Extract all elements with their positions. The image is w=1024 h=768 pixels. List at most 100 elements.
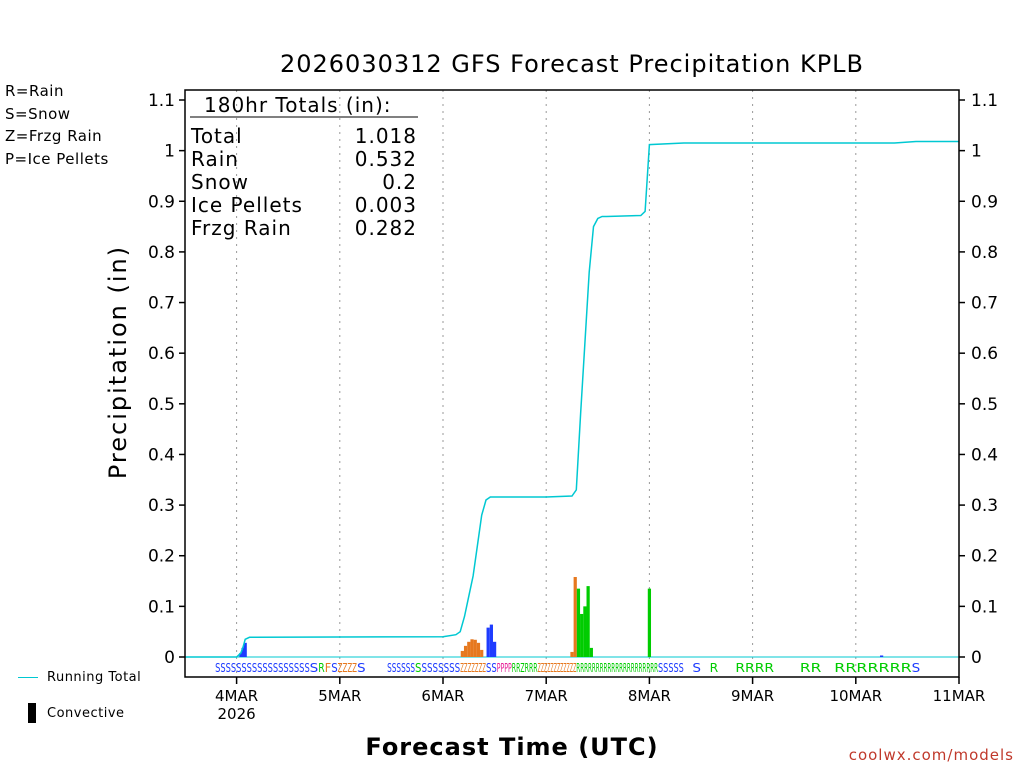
totals-row-label: Frzg Rain: [191, 216, 292, 240]
key-ice-pellets: P=Ice Pellets: [5, 150, 109, 168]
ptype-strip-segment: PPPP: [497, 661, 512, 675]
ptype-strip-segment: S: [331, 661, 337, 675]
precip-bar: [480, 649, 484, 657]
y-tick-label-right: 1.1: [971, 91, 998, 111]
totals-row-label: Total: [190, 124, 243, 148]
precip-bar: [489, 624, 493, 657]
ptype-strip-segment: SSSSSSSSSSSSSSSSSS: [215, 661, 310, 675]
precip-bar: [467, 641, 471, 657]
precip-bar: [492, 641, 497, 657]
x-tick-label: 6MAR: [421, 687, 464, 705]
precip-bar: [473, 639, 477, 657]
y-tick-label-right: 0: [971, 648, 982, 668]
y-tick-label-left: 0.8: [148, 243, 175, 263]
ptype-strip-segment: SS: [486, 661, 497, 675]
ptype-strip-segment: RRRR: [735, 661, 774, 675]
running-total-line: [185, 140, 959, 658]
y-tick-label-left: 0.5: [148, 395, 175, 415]
ptype-strip-segment: S: [692, 661, 701, 675]
ptype-strip-segment: SSSSSS: [387, 661, 415, 675]
chart-title: 2026030312 GFS Forecast Precipitation KP…: [279, 50, 865, 78]
precip-bar: [570, 651, 574, 657]
x-tick-label: 11MAR: [933, 687, 986, 705]
totals-heading: 180hr Totals (in):: [204, 93, 392, 117]
x-tick-sublabel: 2026: [218, 705, 256, 723]
x-axis-label: Forecast Time (UTC): [365, 733, 659, 761]
y-tick-label-left: 0.9: [148, 192, 175, 212]
precip-bar: [580, 613, 584, 657]
ptype-strip-segment: SSSSS: [658, 661, 684, 675]
y-tick-label-right: 0.9: [971, 192, 998, 212]
ptype-strip-segment: RRRRRRR: [834, 661, 911, 675]
ptype-strip-segment: RR: [512, 661, 521, 675]
totals-row-label: Snow: [191, 170, 249, 194]
y-tick-label-left: 1: [164, 142, 175, 162]
precip-bar: [586, 586, 590, 657]
ptype-strip-segment: ZZZZZZZ: [460, 661, 486, 675]
x-tick-label: 5MAR: [318, 687, 361, 705]
totals-row-value: 0.282: [355, 216, 417, 240]
ptype-strip-segment: ZZZZ: [338, 661, 357, 675]
ptype-strip-segment: R: [318, 661, 324, 675]
convective-legend-label: Convective: [47, 706, 125, 721]
ptype-strip-segment: R: [710, 661, 719, 675]
y-tick-label-left: 0: [164, 648, 175, 668]
totals-box: 180hr Totals (in): Total 1.018 Rain 0.532 Sn…: [190, 93, 418, 240]
totals-row-label: Ice Pellets: [191, 193, 303, 217]
ptype-strip-segment: S: [357, 661, 366, 675]
key-snow: S=Snow: [5, 105, 71, 123]
totals-row-value: 0.532: [355, 147, 417, 171]
y-tick-label-left: 0.6: [148, 344, 175, 364]
precip-bar: [460, 650, 464, 657]
ptype-strip-segment: ZRRR: [520, 661, 537, 675]
totals-row-label: Rain: [191, 147, 239, 171]
running-total-legend-label: Running Total: [47, 670, 142, 685]
ptype-strip-segment: S: [415, 661, 421, 675]
key-rain: R=Rain: [5, 82, 64, 100]
y-tick-label-right: 0.7: [971, 294, 998, 314]
x-tick-label: 8MAR: [628, 687, 671, 705]
running-total-legend-line: [18, 677, 38, 678]
y-tick-label-right: 0.8: [971, 243, 998, 263]
ptype-strip-segment: SSSSSSS: [422, 661, 461, 675]
precip-bar: [243, 642, 247, 657]
y-tick-label-left: 0.2: [148, 547, 175, 567]
y-tick-label-left: 0.3: [148, 496, 175, 516]
y-tick-label-right: 0.5: [971, 395, 998, 415]
y-tick-label-right: 0.1: [971, 597, 998, 617]
precip-bar: [647, 588, 652, 657]
y-tick-label-left: 0.7: [148, 294, 175, 314]
ptype-strip-segment: RRRRRRRRRRRRRRRRRRRRR: [576, 661, 658, 675]
totals-row-value: 1.018: [355, 124, 417, 148]
x-tick-label: 7MAR: [525, 687, 568, 705]
totals-row-value: 0.003: [355, 193, 417, 217]
credit-text: coolwx.com/models: [848, 746, 1014, 764]
y-tick-label-right: 1: [971, 142, 982, 162]
precip-bar: [476, 642, 481, 657]
precip-bar: [583, 606, 587, 657]
ptype-strip-segment: F: [325, 661, 332, 675]
y-tick-label-right: 0.3: [971, 496, 998, 516]
precip-bar: [879, 655, 884, 657]
precip-bar: [576, 588, 581, 657]
ptype-strip-segment: RR: [800, 661, 822, 675]
precip-bar: [589, 647, 593, 657]
plot-frame: [184, 89, 960, 678]
precip-bar: [239, 652, 243, 657]
precip-bar: [241, 647, 245, 657]
totals-row-value: 0.2: [382, 170, 417, 194]
precip-bar: [573, 576, 577, 657]
y-tick-label-right: 0.4: [971, 445, 998, 465]
x-tick-label: 10MAR: [829, 687, 882, 705]
y-tick-label-right: 0.2: [971, 547, 998, 567]
ptype-strip-segment: ZZZZZZZZZZZZ: [538, 661, 577, 675]
x-tick-label: 4MAR: [215, 687, 258, 705]
y-tick-label-left: 0.4: [148, 445, 175, 465]
ptype-strip-segment: S: [310, 661, 319, 675]
y-tick-label-right: 0.6: [971, 344, 998, 364]
x-tick-label: 9MAR: [731, 687, 774, 705]
y-tick-label-left: 0.1: [148, 597, 175, 617]
precip-bar: [470, 639, 474, 657]
precip-bar: [486, 627, 490, 657]
